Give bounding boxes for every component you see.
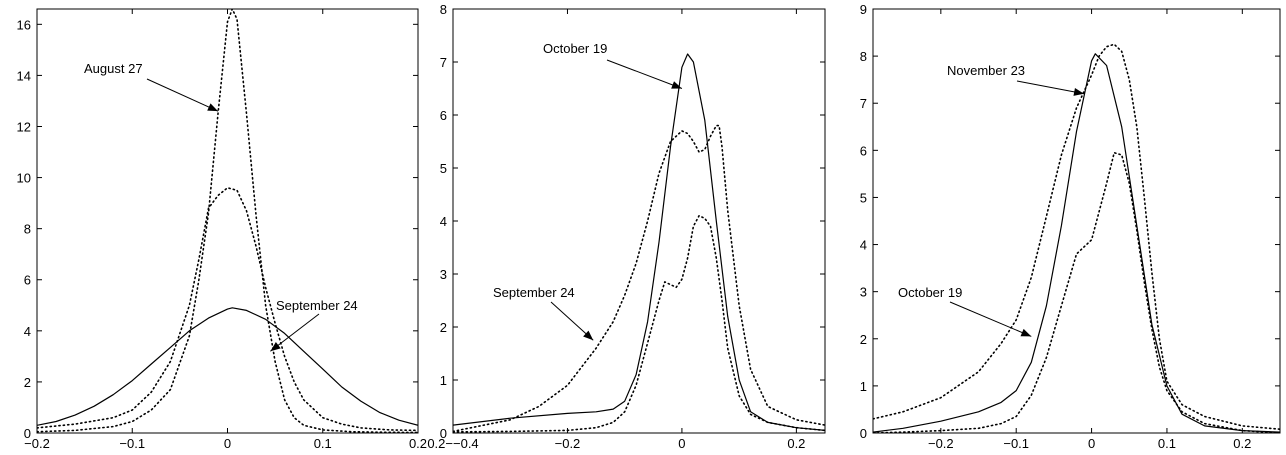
series-line-dotted — [37, 9, 418, 433]
annotation-label: September 24 — [493, 285, 575, 300]
y-tick-label: 1 — [440, 373, 447, 388]
series-line-solid — [37, 307, 418, 426]
axes-frame — [872, 8, 1281, 434]
y-tick-label: 7 — [440, 55, 447, 70]
x-tick-label: 0.2−−0.4 — [427, 436, 478, 451]
y-tick-label: 2 — [24, 375, 31, 390]
x-tick-label: −0.1 — [1003, 436, 1029, 451]
y-tick-label: 0 — [24, 426, 31, 441]
arrowhead-icon — [1073, 87, 1085, 96]
annotation-arrow — [949, 301, 1032, 337]
y-tick-label: 5 — [440, 161, 447, 176]
y-tick-label: 0 — [860, 426, 867, 441]
x-tick-label: 0.2 — [409, 436, 427, 451]
y-tick-label: 8 — [440, 2, 447, 17]
y-tick-label: 8 — [860, 49, 867, 64]
series-line-solid — [453, 53, 825, 431]
x-tick-label: 0.1 — [1158, 436, 1176, 451]
chart-panel-2: 0.2−−0.4 −0.2 0 0.2 0 1 2 3 4 5 6 7 8 October 19 Septe… — [427, 2, 826, 451]
y-tick-label: 6 — [440, 108, 447, 123]
y-tick-label: 0 — [440, 426, 447, 441]
series-group — [453, 53, 825, 433]
y-tick-label: 4 — [860, 238, 867, 253]
y-tick-label: 12 — [17, 119, 31, 134]
y-tick-label: 16 — [17, 17, 31, 32]
y-tick-label: 8 — [24, 222, 31, 237]
annotation-arrow — [270, 313, 320, 352]
y-tick-label: 5 — [860, 190, 867, 205]
x-tick-label: 0 — [224, 436, 231, 451]
x-tick-label: −0.2 — [928, 436, 954, 451]
arrowhead-icon — [270, 342, 281, 352]
x-tick-label: 0.2 — [787, 436, 805, 451]
x-tick-label: 0 — [1088, 436, 1095, 451]
series-group — [37, 9, 418, 433]
y-tick-label: 6 — [860, 143, 867, 158]
y-tick-label: 3 — [440, 267, 447, 282]
y-tick-label: 3 — [860, 285, 867, 300]
y-tick-label: 7 — [860, 96, 867, 111]
series-group — [873, 43, 1280, 433]
arrowhead-icon — [583, 330, 594, 341]
y-tick-label: 10 — [17, 171, 31, 186]
series-line-dotted — [453, 124, 825, 433]
y-tick-label: 2 — [440, 320, 447, 335]
annotation-label: November 23 — [947, 63, 1025, 78]
y-tick-label: 4 — [440, 214, 447, 229]
y-tick-label: 9 — [860, 2, 867, 17]
x-tick-label: 0.1 — [314, 436, 332, 451]
arrowhead-icon — [671, 81, 682, 89]
series-line-dotted — [873, 151, 1280, 433]
annotation-label: September 24 — [276, 298, 358, 313]
x-tick-label: 0.2 — [1233, 436, 1251, 451]
annotation-label: August 27 — [84, 61, 143, 76]
x-tick-label: −0.2 — [24, 436, 50, 451]
chart-panel-3: −0.2 −0.1 0 0.1 0.2 0 1 2 3 4 5 6 7 8 9 November 23 Octo… — [860, 2, 1281, 451]
y-tick-label: 2 — [860, 332, 867, 347]
y-tick-label: 14 — [17, 68, 31, 83]
series-line-solid — [873, 53, 1280, 433]
annotation-label: October 19 — [543, 41, 607, 56]
x-tick-label: 0 — [678, 436, 685, 451]
annotation-arrow — [1016, 80, 1085, 95]
y-tick-label: 6 — [24, 273, 31, 288]
arrowhead-icon — [1020, 328, 1032, 337]
annotation-arrow — [606, 59, 683, 89]
annotation-arrow — [146, 78, 219, 112]
x-tick-label: −0.1 — [119, 436, 145, 451]
series-line-dotted — [453, 214, 825, 433]
y-tick-label: 1 — [860, 379, 867, 394]
x-tick-label: −0.2 — [555, 436, 581, 451]
annotation-label: October 19 — [898, 285, 962, 300]
chart-panel-1: −0.2 −0.1 0 0.1 0.2 0 2 4 6 8 10 12 14 16 August 27 Sep… — [17, 8, 427, 451]
y-tick-label: 4 — [24, 324, 31, 339]
arrowhead-icon — [207, 103, 218, 112]
series-line-dotted — [37, 187, 418, 432]
series-line-dotted — [873, 43, 1280, 430]
